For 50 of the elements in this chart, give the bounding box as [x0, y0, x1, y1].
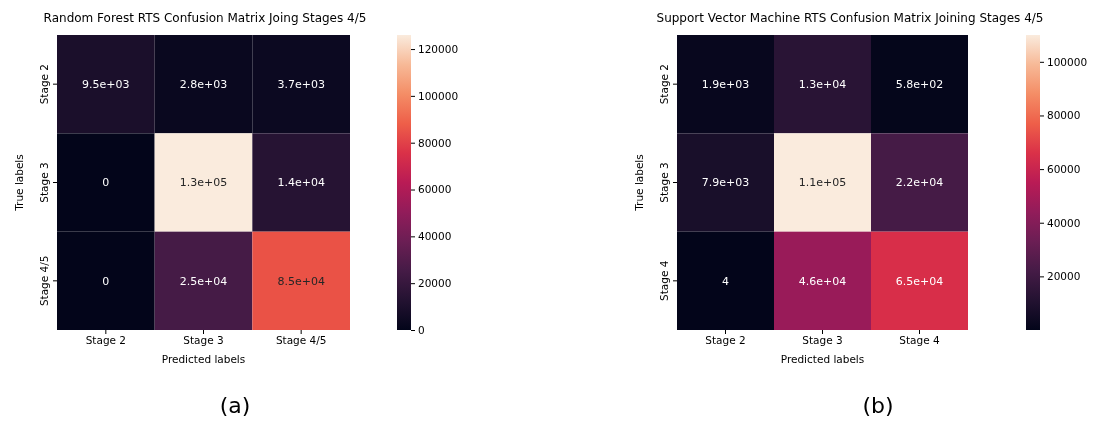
- y-tick-label: Stage 2: [38, 63, 50, 105]
- data-label: 9.5e+03: [82, 78, 130, 92]
- x-tick-label: Stage 4: [899, 334, 940, 347]
- x-tick-label: Stage 2: [705, 334, 746, 347]
- data-label: 4.6e+04: [798, 274, 847, 288]
- x-tick-label: Stage 3: [802, 334, 843, 347]
- y-axis-title: True labels: [13, 154, 25, 212]
- text: (a): [219, 393, 251, 418]
- color-bar-label: 80000: [418, 136, 452, 149]
- color-bar-label: 40000: [418, 230, 452, 243]
- color-bar-label: 20000: [1047, 270, 1081, 283]
- color-bar-label: 40000: [1047, 216, 1081, 229]
- chart-title: Random Forest RTS Confusion Matrix Joing Stages 4/5: [43, 11, 367, 25]
- text: (b): [862, 393, 894, 418]
- data-label: 3.7e+03: [277, 78, 325, 92]
- y-tick-label: Stage 3: [38, 162, 50, 203]
- data-label: 4: [722, 274, 729, 288]
- data-label: 1.1e+05: [798, 176, 847, 190]
- y-tick-label: Stage 2: [658, 63, 670, 105]
- data-label: 1.3e+05: [179, 176, 228, 190]
- color-bar-label: 100000: [418, 89, 459, 102]
- x-axis-title: Predicted labels: [780, 353, 865, 365]
- data-label: 1.9e+03: [701, 78, 750, 92]
- y-tick-label: Stage 3: [658, 162, 670, 203]
- chart-title: Support Vector Machine RTS Confusion Matrix Joining Stages 4/5: [656, 11, 1044, 25]
- data-label: 7.9e+03: [701, 176, 750, 190]
- x-axis-title: Predicted labels: [161, 353, 246, 365]
- data-label: 2.2e+04: [895, 176, 944, 190]
- color-bar-label: 100000: [1047, 55, 1088, 68]
- data-label: 5.8e+02: [895, 78, 944, 92]
- data-label: 6.5e+04: [895, 274, 944, 288]
- color-bar-label: 20000: [418, 277, 452, 290]
- data-label: 2.5e+04: [179, 274, 228, 288]
- y-axis-title: True labels: [633, 154, 645, 212]
- color-bar-label: 0: [418, 323, 425, 336]
- data-label: 0: [102, 274, 110, 288]
- x-tick-label: Stage 4/5: [275, 334, 327, 347]
- color-bar-label: 60000: [418, 183, 452, 196]
- x-tick-label: Stage 3: [183, 334, 224, 347]
- data-label: 1.3e+04: [798, 78, 847, 92]
- color-bar-label: 60000: [1047, 162, 1081, 175]
- y-tick-label: Stage 4/5: [38, 255, 50, 307]
- y-tick-label: Stage 4: [658, 260, 670, 302]
- data-label: 0: [102, 176, 110, 190]
- color-bar-label: 120000: [418, 42, 459, 55]
- color-bar-label: 80000: [1047, 109, 1081, 122]
- data-label: 1.4e+04: [277, 176, 325, 190]
- data-label: 8.5e+04: [277, 274, 325, 288]
- data-label: 2.8e+03: [179, 78, 228, 92]
- x-tick-label: Stage 2: [85, 334, 127, 347]
